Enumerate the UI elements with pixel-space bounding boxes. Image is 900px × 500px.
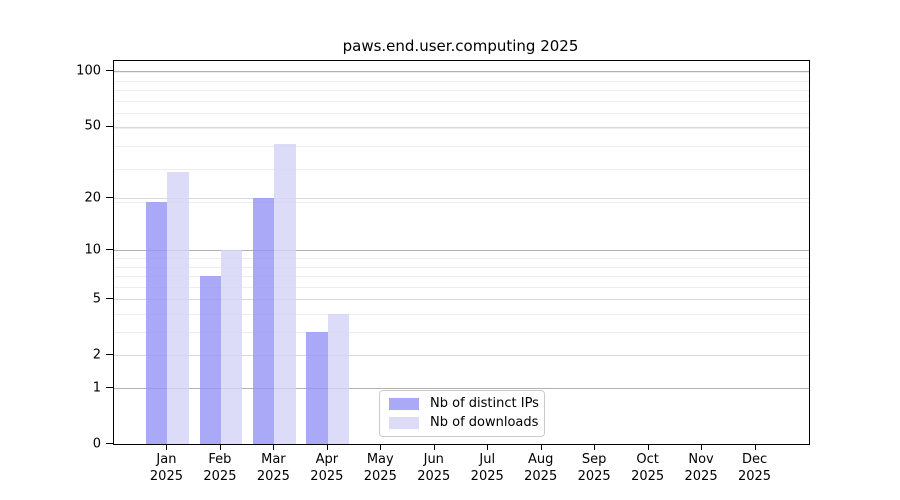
major-gridline: [114, 355, 809, 357]
y-tick-label: 5: [92, 291, 101, 307]
x-tick-mark: [647, 444, 649, 450]
y-tick-mark: [106, 197, 113, 199]
x-tick-label: Nov 2025: [684, 452, 718, 484]
x-tick-label: Oct 2025: [631, 452, 665, 484]
y-tick-mark: [106, 70, 113, 72]
bar-distinct-ips-jan: [146, 202, 168, 444]
x-tick-mark: [594, 444, 596, 450]
x-tick-mark: [701, 444, 703, 450]
x-tick-label: Jun 2025: [417, 452, 451, 484]
legend-item: Nb of distinct IPs: [380, 397, 544, 411]
y-tick-label: 50: [84, 118, 101, 134]
minor-gridline: [114, 90, 809, 92]
bar-downloads-mar: [274, 144, 296, 444]
legend: Nb of distinct IPs Nb of downloads: [379, 390, 545, 437]
legend-label: Nb of downloads: [430, 415, 539, 430]
y-tick-mark: [106, 298, 113, 300]
x-tick-mark: [326, 444, 328, 450]
bar-downloads-apr: [327, 314, 350, 444]
minor-gridline: [114, 146, 809, 148]
x-tick-mark: [540, 444, 542, 450]
minor-gridline: [114, 128, 809, 130]
distinct-ips-swatch: [389, 398, 419, 410]
minor-gridline: [114, 80, 809, 82]
y-tick-mark: [106, 354, 113, 356]
x-tick-label: Apr 2025: [310, 452, 344, 484]
bar-distinct-ips-mar: [252, 198, 275, 444]
chart-title: paws.end.user.computing 2025: [342, 37, 579, 55]
major-gridline: [114, 388, 809, 390]
minor-gridline: [114, 72, 809, 74]
bar-distinct-ips-apr: [306, 332, 328, 444]
y-tick-mark: [106, 387, 113, 389]
x-tick-label: Aug 2025: [524, 452, 558, 484]
x-tick-label: Jan 2025: [149, 452, 183, 484]
downloads-swatch: [389, 417, 419, 429]
y-tick-label: 1: [92, 380, 101, 396]
bar-downloads-feb: [220, 250, 243, 444]
y-tick-label: 100: [76, 63, 101, 79]
x-tick-label: May 2025: [363, 452, 397, 484]
minor-gridline: [114, 202, 809, 204]
bar-distinct-ips-feb: [199, 276, 221, 444]
minor-gridline: [114, 314, 809, 316]
minor-gridline: [114, 286, 809, 288]
major-gridline: [114, 198, 809, 200]
y-tick-mark: [106, 125, 113, 127]
y-tick-label: 2: [92, 347, 101, 363]
x-tick-mark: [487, 444, 489, 450]
x-tick-label: Jul 2025: [470, 452, 504, 484]
x-tick-mark: [380, 444, 382, 450]
y-tick-mark: [106, 443, 113, 444]
x-tick-label: Feb 2025: [203, 452, 237, 484]
minor-gridline: [114, 258, 809, 260]
major-gridline: [114, 71, 809, 73]
y-tick-label: 0: [92, 436, 101, 451]
x-tick-mark: [219, 444, 221, 450]
major-gridline: [114, 299, 809, 301]
x-tick-mark: [166, 444, 168, 450]
x-tick-label: Sep 2025: [577, 452, 611, 484]
legend-item: Nb of downloads: [380, 416, 544, 430]
major-gridline: [114, 250, 809, 252]
legend-label: Nb of distinct IPs: [430, 396, 539, 411]
minor-gridline: [114, 332, 809, 334]
x-tick-label: Dec 2025: [737, 452, 772, 484]
x-tick-mark: [754, 444, 756, 450]
bar-downloads-jan: [167, 172, 189, 444]
minor-gridline: [114, 169, 809, 171]
y-tick-mark: [106, 249, 113, 251]
x-tick-label: Mar 2025: [256, 452, 290, 484]
minor-gridline: [114, 276, 809, 278]
y-tick-label: 20: [84, 190, 101, 206]
minor-gridline: [114, 266, 809, 268]
x-tick-mark: [433, 444, 435, 450]
plot-area: Nb of distinct IPs Nb of downloads: [113, 60, 810, 445]
minor-gridline: [114, 113, 809, 115]
x-tick-mark: [273, 444, 275, 450]
major-gridline: [114, 126, 809, 128]
minor-gridline: [114, 100, 809, 102]
y-tick-label: 10: [84, 242, 101, 258]
